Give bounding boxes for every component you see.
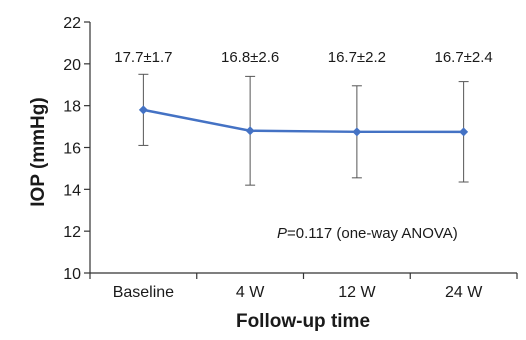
y-tick-label: 18 <box>63 99 81 116</box>
data-point <box>352 127 362 137</box>
y-tick-label: 16 <box>63 141 81 158</box>
data-point <box>245 126 255 136</box>
data-point <box>138 105 148 115</box>
x-axis: Baseline 4 W 12 W 24 W <box>89 272 518 301</box>
data-label: 17.7±1.7 <box>114 49 172 66</box>
x-tick-label: 4 W <box>236 284 265 301</box>
error-bars <box>138 73 469 186</box>
series-line <box>143 108 464 134</box>
p-value-annotation: P=0.117 (one-way ANOVA) <box>277 225 458 242</box>
y-tick-label: 14 <box>63 182 81 199</box>
y-tick-label: 10 <box>63 266 81 283</box>
data-label: 16.8±2.6 <box>221 49 279 66</box>
x-tick-label: 24 W <box>445 284 483 301</box>
y-tick-label: 22 <box>63 15 81 32</box>
data-label: 16.7±2.4 <box>434 49 492 66</box>
x-tick-label: 12 W <box>338 284 376 301</box>
y-axis-title: IOP (mmHg) <box>28 97 49 206</box>
y-tick-label: 20 <box>63 57 81 74</box>
series-group <box>138 105 469 137</box>
y-axis: 10 12 14 16 18 20 22 <box>63 15 91 283</box>
p-value-text: =0.117 (one-way ANOVA) <box>287 225 458 242</box>
data-labels: 17.7±1.7 16.8±2.6 16.7±2.2 16.7±2.4 <box>114 49 493 66</box>
p-symbol: P <box>277 225 287 242</box>
data-point <box>459 127 469 137</box>
y-tick-label: 12 <box>63 224 81 241</box>
x-axis-title: Follow-up time <box>236 311 370 332</box>
x-tick-label: Baseline <box>113 284 174 301</box>
data-label: 16.7±2.2 <box>328 49 386 66</box>
